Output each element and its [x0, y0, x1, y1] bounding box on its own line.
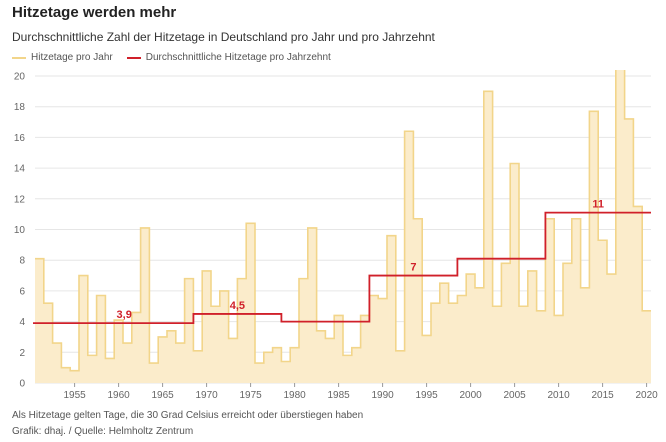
y-tick-label: 8	[19, 256, 25, 267]
legend-swatch-decadal	[126, 56, 141, 59]
x-tick-label: 1985	[327, 390, 350, 401]
decadal-value-label: 3,9	[117, 309, 132, 321]
legend-swatch-yearly	[12, 56, 26, 59]
y-tick-label: 6	[19, 286, 25, 297]
x-tick-label: 2000	[459, 390, 482, 401]
legend-label-yearly: Hitzetage pro Jahr	[31, 52, 113, 63]
x-tick-label: 1990	[371, 390, 394, 401]
legend: Hitzetage pro Jahr Durchschnittliche Hit…	[12, 52, 345, 63]
decadal-labels: 3,9 4,5 7 11	[117, 199, 604, 322]
y-tick-label: 12	[14, 194, 26, 205]
decadal-value-label: 4,5	[230, 300, 245, 312]
y-tick-label: 4	[19, 317, 25, 328]
legend-label-decadal: Durchschnittliche Hitzetage pro Jahrzehn…	[145, 52, 331, 63]
chart-subtitle: Durchschnittliche Zahl der Hitzetage in …	[12, 30, 435, 44]
y-tick-label: 10	[14, 225, 26, 236]
yearly-area	[35, 70, 651, 383]
footnote: Als Hitzetage gelten Tage, die 30 Grad C…	[12, 410, 364, 421]
x-tick-label: 2020	[635, 390, 658, 401]
x-tick-label: 1975	[239, 390, 262, 401]
x-tick-label: 1995	[415, 390, 438, 401]
legend-item-yearly: Hitzetage pro Jahr	[12, 52, 113, 63]
y-tick-label: 14	[14, 164, 26, 175]
source-credit: Grafik: dhaj. / Quelle: Helmholtz Zentru…	[12, 426, 194, 437]
decadal-value-label: 11	[592, 199, 604, 211]
legend-item-decadal: Durchschnittliche Hitzetage pro Jahrzehn…	[126, 52, 331, 63]
decadal-value-label: 7	[410, 262, 416, 274]
x-tick-label: 1955	[63, 390, 86, 401]
x-tick-label: 1970	[195, 390, 218, 401]
y-tick-label: 2	[19, 348, 25, 359]
y-tick-label: 16	[14, 133, 26, 144]
x-tick-label: 1960	[107, 390, 130, 401]
y-tick-label: 20	[14, 72, 26, 83]
y-tick-label: 0	[19, 379, 25, 390]
chart-title: Hitzetage werden mehr	[12, 4, 177, 21]
x-tick-label: 2010	[547, 390, 570, 401]
x-axis: 1955 1960 1965 1970 1975 1980 1985 1990 1995 2000…	[63, 383, 658, 401]
x-tick-label: 1980	[283, 390, 306, 401]
decadal-line	[33, 211, 651, 325]
y-tick-label: 18	[14, 102, 26, 113]
x-tick-label: 2005	[503, 390, 526, 401]
y-axis: 0 2 4 6 8 10 12 14 16 18 20	[14, 72, 26, 390]
x-tick-label: 1965	[151, 390, 174, 401]
x-tick-label: 2015	[591, 390, 614, 401]
series-yearly	[35, 70, 651, 383]
series-decadal	[33, 211, 651, 325]
